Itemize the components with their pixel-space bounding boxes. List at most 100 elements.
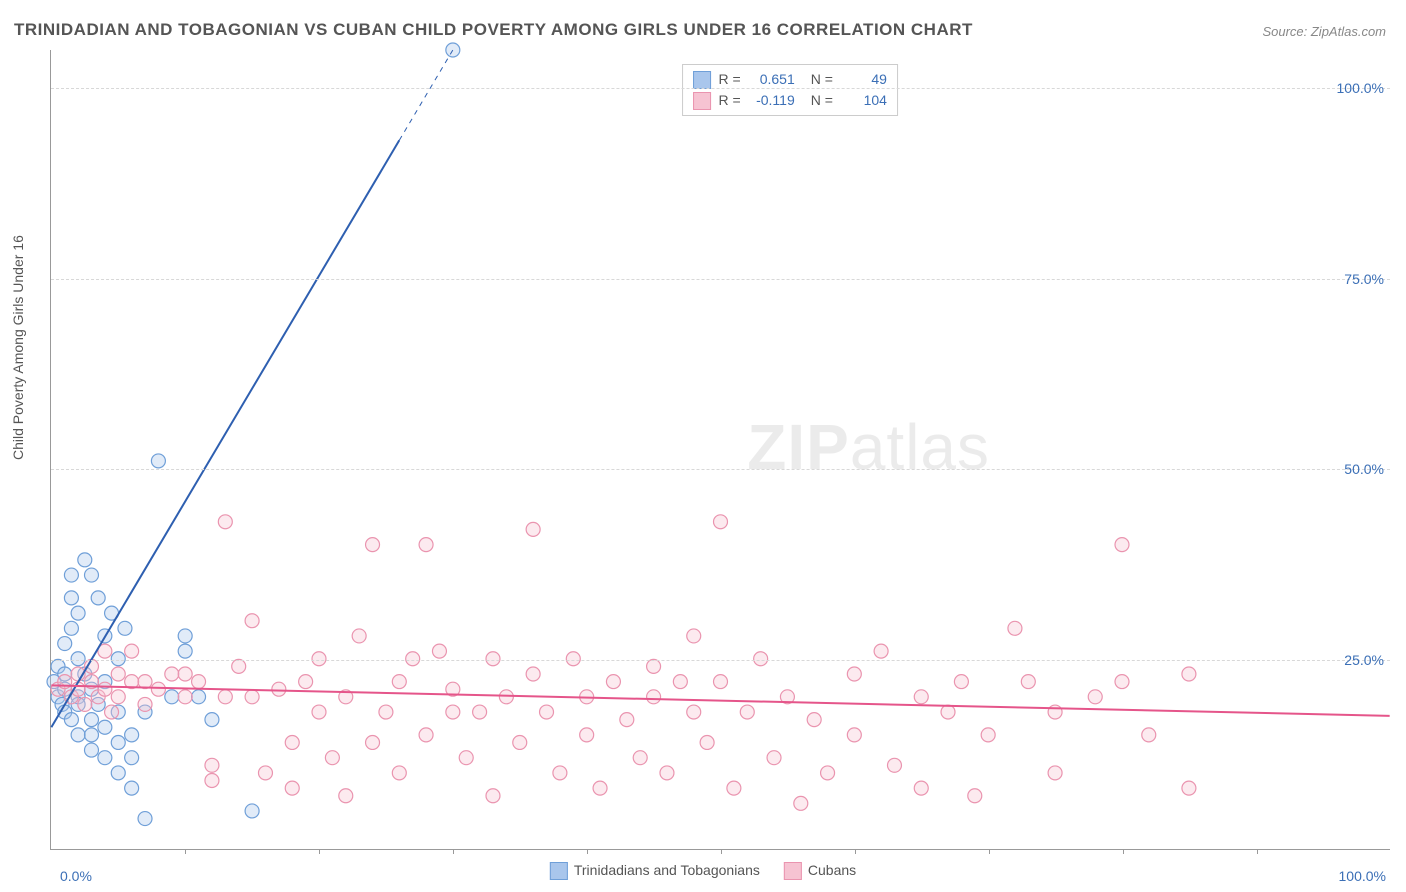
data-point xyxy=(392,766,406,780)
data-point xyxy=(459,751,473,765)
data-point xyxy=(446,43,460,57)
x-minor-tick xyxy=(319,849,320,854)
data-point xyxy=(151,454,165,468)
data-point xyxy=(111,766,125,780)
data-point xyxy=(192,675,206,689)
data-point xyxy=(352,629,366,643)
data-point xyxy=(58,637,72,651)
data-point xyxy=(111,667,125,681)
x-minor-tick xyxy=(855,849,856,854)
data-point xyxy=(111,690,125,704)
data-point xyxy=(125,781,139,795)
stat-r-value: -0.119 xyxy=(749,90,795,111)
data-point xyxy=(847,728,861,742)
data-point xyxy=(526,522,540,536)
x-minor-tick xyxy=(587,849,588,854)
data-point xyxy=(151,682,165,696)
gridline xyxy=(51,88,1390,89)
x-axis-max-label: 100.0% xyxy=(1339,868,1386,884)
data-point xyxy=(178,644,192,658)
y-tick-label: 25.0% xyxy=(1344,652,1384,668)
data-point xyxy=(727,781,741,795)
data-point xyxy=(285,735,299,749)
data-point xyxy=(98,682,112,696)
data-point xyxy=(178,690,192,704)
data-point xyxy=(593,781,607,795)
data-point xyxy=(272,682,286,696)
x-minor-tick xyxy=(989,849,990,854)
data-point xyxy=(606,675,620,689)
trend-line xyxy=(51,140,399,727)
data-point xyxy=(71,606,85,620)
data-point xyxy=(325,751,339,765)
data-point xyxy=(526,667,540,681)
x-minor-tick xyxy=(721,849,722,854)
data-point xyxy=(794,796,808,810)
data-point xyxy=(1008,621,1022,635)
data-point xyxy=(64,713,78,727)
data-point xyxy=(64,621,78,635)
data-point xyxy=(968,789,982,803)
data-point xyxy=(125,644,139,658)
stat-n-label: N = xyxy=(811,69,833,90)
data-point xyxy=(138,812,152,826)
data-point xyxy=(687,629,701,643)
data-point xyxy=(914,781,928,795)
data-point xyxy=(205,713,219,727)
data-point xyxy=(165,667,179,681)
correlation-stats-box: R =0.651N =49R =-0.119N =104 xyxy=(682,64,898,116)
data-point xyxy=(78,553,92,567)
data-point xyxy=(687,705,701,719)
data-point xyxy=(446,705,460,719)
legend-item: Trinidadians and Tobagonians xyxy=(550,862,760,880)
data-point xyxy=(178,629,192,643)
data-point xyxy=(78,697,92,711)
data-point xyxy=(580,728,594,742)
y-tick-label: 100.0% xyxy=(1337,80,1384,96)
data-point xyxy=(366,735,380,749)
data-point xyxy=(84,568,98,582)
data-point xyxy=(299,675,313,689)
data-point xyxy=(941,705,955,719)
data-point xyxy=(847,667,861,681)
data-point xyxy=(432,644,446,658)
data-point xyxy=(91,591,105,605)
legend-swatch-icon xyxy=(693,71,711,89)
data-point xyxy=(392,675,406,689)
data-point xyxy=(914,690,928,704)
data-point xyxy=(513,735,527,749)
data-point xyxy=(1021,675,1035,689)
data-point xyxy=(673,675,687,689)
x-axis-min-label: 0.0% xyxy=(60,868,92,884)
data-point xyxy=(111,735,125,749)
stat-r-label: R = xyxy=(719,69,741,90)
data-point xyxy=(366,538,380,552)
data-point xyxy=(874,644,888,658)
legend-swatch-icon xyxy=(550,862,568,880)
data-point xyxy=(379,705,393,719)
legend-swatch-icon xyxy=(784,862,802,880)
data-point xyxy=(807,713,821,727)
data-point xyxy=(98,751,112,765)
data-point xyxy=(660,766,674,780)
legend-item: Cubans xyxy=(784,862,856,880)
stat-r-label: R = xyxy=(719,90,741,111)
y-axis-label: Child Poverty Among Girls Under 16 xyxy=(10,235,26,460)
data-point xyxy=(633,751,647,765)
y-tick-label: 50.0% xyxy=(1344,461,1384,477)
data-point xyxy=(285,781,299,795)
x-minor-tick xyxy=(1257,849,1258,854)
data-point xyxy=(1182,667,1196,681)
data-point xyxy=(178,667,192,681)
data-point xyxy=(218,515,232,529)
gridline xyxy=(51,469,1390,470)
data-point xyxy=(981,728,995,742)
gridline xyxy=(51,279,1390,280)
data-point xyxy=(205,758,219,772)
data-point xyxy=(1142,728,1156,742)
data-point xyxy=(232,659,246,673)
data-point xyxy=(312,705,326,719)
data-point xyxy=(486,789,500,803)
data-point xyxy=(473,705,487,719)
data-point xyxy=(71,728,85,742)
